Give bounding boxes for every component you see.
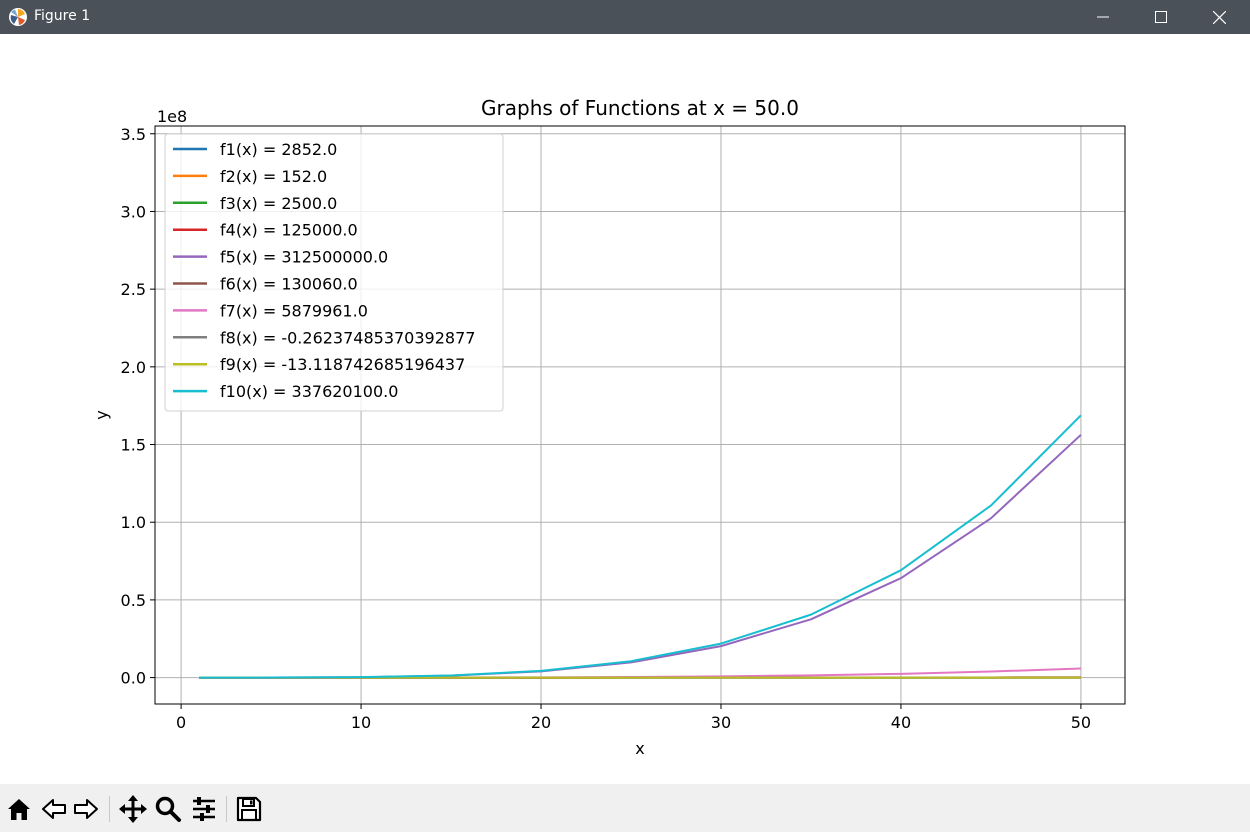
legend-label: f10(x) = 337620100.0 xyxy=(220,382,398,401)
window-title: Figure 1 xyxy=(34,8,91,24)
series-line-f7 xyxy=(199,667,1081,679)
zoom-icon xyxy=(155,796,181,822)
home-button[interactable] xyxy=(3,793,35,825)
close-button[interactable] xyxy=(1190,0,1248,34)
series-lines xyxy=(199,414,1082,679)
matplotlib-logo-icon xyxy=(9,8,27,26)
maximize-icon xyxy=(1155,11,1167,23)
minimize-button[interactable] xyxy=(1074,0,1132,34)
x-tick-label: 50 xyxy=(1071,713,1091,732)
x-axis-label: x xyxy=(635,739,644,758)
x-tick-label: 10 xyxy=(351,713,371,732)
legend-label: f8(x) = -0.26237485370392877 xyxy=(220,328,475,347)
toolbar-separator xyxy=(109,796,110,822)
navigation-toolbar xyxy=(0,784,1250,832)
back-button[interactable] xyxy=(38,793,70,825)
configure-subplots-button[interactable] xyxy=(188,793,220,825)
y-axis-offset-text: 1e8 xyxy=(157,107,187,126)
legend-label: f9(x) = -13.118742685196437 xyxy=(220,355,465,374)
y-tick-label: 1.0 xyxy=(121,513,146,532)
configure-subplots-icon xyxy=(193,797,215,821)
close-icon xyxy=(1212,10,1226,24)
x-tick-label: 20 xyxy=(531,713,551,732)
window-title-bar: Figure 1 xyxy=(0,0,1250,34)
axes-frame xyxy=(154,125,1126,705)
y-axis-label: y xyxy=(92,410,111,419)
axis-ticks: 0 10 20 30 40 50 0.0 0.5 1.0 1.5 2.0 2.5 3.0 3.5 xyxy=(121,125,1092,732)
y-tick-label: 1.5 xyxy=(121,436,146,455)
legend-label: f2(x) = 152.0 xyxy=(220,167,327,186)
line-chart: 0 10 20 30 40 50 0.0 0.5 1.0 1.5 2.0 2.5 3.0 3.5 Grap… xyxy=(92,96,1126,758)
y-tick-label: 3.5 xyxy=(121,125,146,144)
figure-canvas: 0 10 20 30 40 50 0.0 0.5 1.0 1.5 2.0 2.5 3.0 3.5 Grap… xyxy=(0,34,1250,784)
pan-button[interactable] xyxy=(117,793,149,825)
y-tick-label: 0.0 xyxy=(121,669,146,688)
legend-label: f1(x) = 2852.0 xyxy=(220,140,337,159)
legend-label: f6(x) = 130060.0 xyxy=(220,275,358,294)
x-tick-label: 30 xyxy=(711,713,731,732)
legend-label: f3(x) = 2500.0 xyxy=(220,194,337,213)
series-line-f10 xyxy=(199,414,1082,679)
back-icon xyxy=(42,799,66,819)
y-tick-label: 3.0 xyxy=(121,202,146,221)
x-tick-label: 40 xyxy=(891,713,911,732)
y-tick-label: 0.5 xyxy=(121,591,146,610)
legend: f1(x) = 2852.0 f2(x) = 152.0 f3(x) = 2500.… xyxy=(164,133,504,412)
legend-label: f7(x) = 5879961.0 xyxy=(220,301,368,320)
x-tick-label: 0 xyxy=(176,713,186,732)
home-icon xyxy=(8,799,30,820)
minimize-icon xyxy=(1097,16,1109,18)
legend-label: f5(x) = 312500000.0 xyxy=(220,248,388,267)
y-tick-label: 2.5 xyxy=(121,280,146,299)
legend-box xyxy=(164,133,504,412)
save-button[interactable] xyxy=(233,793,265,825)
maximize-button[interactable] xyxy=(1132,0,1190,34)
chart-title: Graphs of Functions at x = 50.0 xyxy=(481,96,799,120)
forward-button[interactable] xyxy=(70,793,102,825)
toolbar-separator xyxy=(226,796,227,822)
series-line-f5 xyxy=(199,434,1082,679)
save-icon xyxy=(236,796,262,822)
legend-label: f4(x) = 125000.0 xyxy=(220,221,358,240)
zoom-button[interactable] xyxy=(152,793,184,825)
pan-icon xyxy=(119,795,147,823)
y-tick-label: 2.0 xyxy=(121,358,146,377)
forward-icon xyxy=(74,799,98,819)
